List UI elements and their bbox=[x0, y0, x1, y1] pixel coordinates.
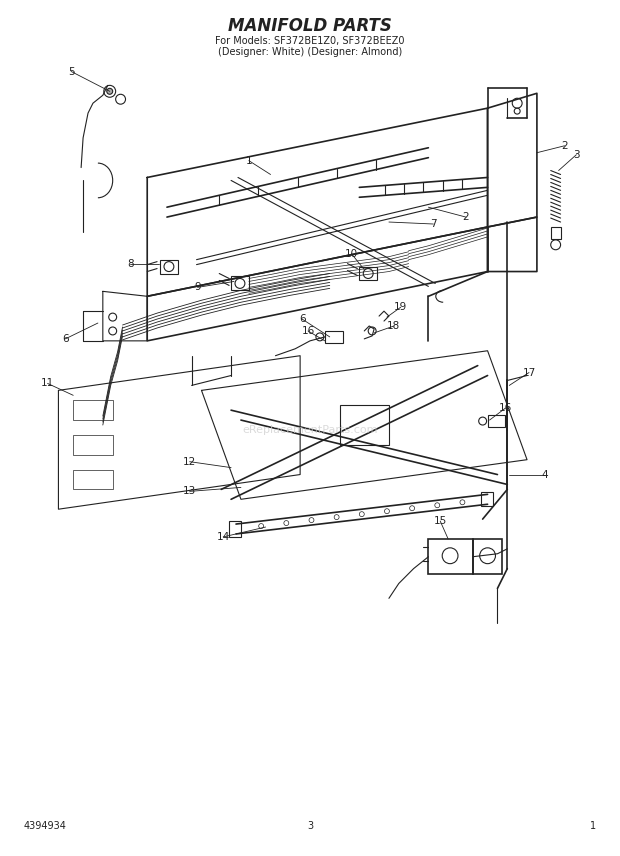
Text: 9: 9 bbox=[194, 282, 201, 293]
Bar bbox=[73, 435, 113, 455]
Bar bbox=[428, 539, 473, 574]
Text: 1: 1 bbox=[246, 156, 252, 165]
Text: 3: 3 bbox=[573, 150, 580, 160]
Bar bbox=[340, 405, 389, 445]
Text: 4394934: 4394934 bbox=[24, 821, 67, 831]
Text: 14: 14 bbox=[216, 532, 230, 542]
Text: eReplacementParts.com: eReplacementParts.com bbox=[242, 425, 378, 435]
Bar bbox=[73, 470, 113, 490]
Text: 2: 2 bbox=[561, 140, 568, 151]
Bar bbox=[73, 401, 113, 420]
Bar bbox=[487, 415, 505, 427]
Text: (Designer: White) (Designer: Almond): (Designer: White) (Designer: Almond) bbox=[218, 47, 402, 56]
Text: 19: 19 bbox=[394, 302, 407, 312]
Text: 10: 10 bbox=[345, 249, 358, 259]
Text: 1: 1 bbox=[590, 821, 596, 831]
Text: 3: 3 bbox=[307, 821, 313, 831]
Text: 18: 18 bbox=[388, 321, 401, 331]
Bar bbox=[231, 276, 249, 290]
Text: 8: 8 bbox=[127, 259, 134, 269]
Text: 17: 17 bbox=[523, 367, 536, 377]
Bar bbox=[229, 521, 241, 537]
Text: 16: 16 bbox=[301, 326, 315, 336]
Bar bbox=[480, 492, 492, 506]
Text: MANIFOLD PARTS: MANIFOLD PARTS bbox=[228, 17, 392, 35]
Bar bbox=[325, 331, 343, 343]
Text: 16: 16 bbox=[498, 403, 512, 413]
Text: 12: 12 bbox=[183, 456, 197, 467]
Text: 6: 6 bbox=[62, 334, 69, 344]
Bar bbox=[473, 539, 502, 574]
Text: 4: 4 bbox=[541, 470, 548, 479]
Text: 11: 11 bbox=[41, 378, 54, 389]
Bar bbox=[160, 259, 178, 274]
Text: 2: 2 bbox=[463, 212, 469, 222]
Text: For Models: SF372BE1Z0, SF372BEEZ0: For Models: SF372BE1Z0, SF372BEEZ0 bbox=[215, 36, 405, 46]
Bar bbox=[551, 227, 560, 239]
Bar bbox=[360, 266, 377, 281]
Text: 13: 13 bbox=[183, 486, 197, 496]
Text: 15: 15 bbox=[433, 516, 447, 526]
Text: 5: 5 bbox=[68, 67, 74, 76]
Text: 7: 7 bbox=[430, 219, 436, 229]
Text: 6: 6 bbox=[299, 314, 306, 324]
Circle shape bbox=[107, 88, 113, 94]
